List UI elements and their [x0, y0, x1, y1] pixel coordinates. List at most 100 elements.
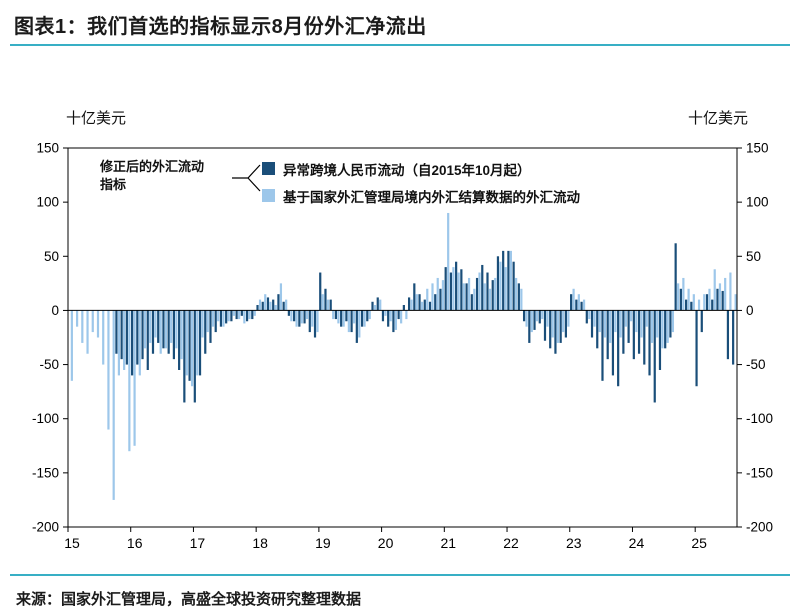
chart-legend: 异常跨境人民币流动（自2015年10月起） 基于国家外汇管理局境内外汇结算数据的… [262, 155, 580, 209]
bar-safe-settlement-flows-92 [551, 310, 554, 338]
bar-safe-settlement-flows-47 [316, 310, 319, 333]
bar-safe-settlement-flows-116 [677, 283, 680, 311]
bar-unusual-rmb-flows-51 [334, 310, 338, 320]
bar-safe-settlement-flows-112 [656, 310, 659, 338]
bar-unusual-rmb-flows-110 [643, 310, 646, 365]
bar-safe-settlement-flows-35 [253, 310, 256, 316]
bar-safe-settlement-flows-109 [640, 310, 643, 338]
bar-unusual-rmb-flows-118 [685, 299, 688, 311]
bar-safe-settlement-flows-11 [128, 310, 131, 452]
bar-unusual-rmb-flows-23 [188, 310, 191, 381]
bar-safe-settlement-flows-95 [567, 310, 570, 327]
bar-unusual-rmb-flows-53 [345, 310, 348, 322]
x-tick-label: 22 [503, 535, 519, 551]
bar-unusual-rmb-flows-17 [157, 310, 160, 343]
bar-safe-settlement-flows-29 [222, 310, 225, 327]
bar-unusual-rmb-flows-83 [502, 250, 505, 311]
bar-safe-settlement-flows-36 [258, 299, 262, 311]
bar-safe-settlement-flows-68 [426, 288, 429, 311]
bar-safe-settlement-flows-28 [217, 310, 220, 322]
legend-swatch-dark [262, 162, 275, 175]
bar-safe-settlement-flows-33 [243, 310, 246, 324]
bar-unusual-rmb-flows-58 [371, 301, 374, 311]
x-tick-label: 18 [252, 535, 268, 551]
bar-unusual-rmb-flows-125 [721, 290, 724, 311]
y-tick-label-right: 100 [746, 195, 769, 210]
x-tick-label: 19 [315, 535, 331, 551]
bar-unusual-rmb-flows-37 [261, 301, 264, 311]
bar-safe-settlement-flows-126 [729, 272, 732, 311]
bar-safe-settlement-flows-127 [734, 294, 737, 311]
bar-unusual-rmb-flows-9 [115, 310, 118, 354]
bar-safe-settlement-flows-118 [687, 288, 690, 311]
y-tick-label-left: -200 [32, 520, 59, 535]
bar-safe-settlement-flows-4 [91, 310, 94, 333]
bar-safe-settlement-flows-120 [697, 299, 701, 311]
bar-safe-settlement-flows-99 [588, 310, 591, 320]
bar-unusual-rmb-flows-107 [627, 310, 630, 343]
y-tick-label-right: -200 [746, 520, 773, 535]
bar-safe-settlement-flows-75 [462, 283, 465, 311]
bar-safe-settlement-flows-101 [598, 310, 601, 333]
bar-safe-settlement-flows-54 [353, 310, 356, 324]
bar-safe-settlement-flows-24 [196, 310, 199, 376]
bar-unusual-rmb-flows-111 [648, 310, 651, 376]
bar-unusual-rmb-flows-94 [559, 310, 562, 343]
bar-unusual-rmb-flows-114 [664, 310, 667, 349]
bar-safe-settlement-flows-46 [311, 310, 314, 327]
bar-unusual-rmb-flows-79 [481, 264, 484, 311]
bar-unusual-rmb-flows-87 [522, 310, 526, 322]
bar-unusual-rmb-flows-54 [350, 310, 353, 333]
x-tick-label: 24 [629, 535, 645, 551]
bar-unusual-rmb-flows-24 [193, 310, 196, 403]
bar-unusual-rmb-flows-105 [617, 310, 620, 387]
bar-safe-settlement-flows-69 [431, 283, 434, 311]
bar-unusual-rmb-flows-99 [585, 310, 588, 324]
legend-item-unusual-rmb-flows: 异常跨境人民币流动（自2015年10月起） [262, 155, 580, 182]
bar-unusual-rmb-flows-120 [695, 310, 698, 387]
bar-unusual-rmb-flows-27 [209, 310, 212, 343]
bar-safe-settlement-flows-105 [619, 310, 622, 338]
bar-unusual-rmb-flows-115 [669, 310, 672, 338]
bar-safe-settlement-flows-21 [180, 310, 183, 360]
bar-unusual-rmb-flows-81 [491, 280, 494, 311]
bar-safe-settlement-flows-17 [159, 310, 162, 354]
x-tick-label: 20 [378, 535, 394, 551]
bar-unusual-rmb-flows-26 [204, 310, 207, 354]
bar-unusual-rmb-flows-75 [460, 269, 463, 311]
bar-safe-settlement-flows-37 [264, 294, 267, 311]
y-tick-label-left: 150 [36, 141, 59, 156]
y-tick-label-right: -50 [746, 357, 766, 372]
bar-unusual-rmb-flows-16 [151, 310, 155, 354]
bar-safe-settlement-flows-16 [154, 310, 157, 338]
bar-unusual-rmb-flows-29 [219, 310, 223, 327]
bar-safe-settlement-flows-103 [609, 310, 612, 343]
bar-unusual-rmb-flows-42 [287, 310, 290, 316]
bar-safe-settlement-flows-106 [624, 310, 627, 327]
bar-unusual-rmb-flows-65 [407, 297, 411, 311]
bar-unusual-rmb-flows-13 [136, 310, 139, 365]
y-tick-label-right: -100 [746, 411, 773, 426]
x-tick-label: 23 [566, 535, 582, 551]
bar-safe-settlement-flows-6 [102, 310, 105, 365]
bar-safe-settlement-flows-108 [635, 310, 638, 333]
bar-unusual-rmb-flows-127 [732, 310, 735, 365]
bar-unusual-rmb-flows-86 [517, 283, 520, 311]
bar-safe-settlement-flows-83 [504, 267, 507, 311]
bar-safe-settlement-flows-9 [117, 310, 120, 376]
bar-safe-settlement-flows-23 [190, 310, 194, 387]
bar-unusual-rmb-flows-72 [444, 267, 447, 311]
bar-unusual-rmb-flows-93 [554, 310, 557, 354]
bar-unusual-rmb-flows-10 [120, 310, 123, 360]
bar-unusual-rmb-flows-28 [214, 310, 217, 333]
bottom-divider-rule [10, 574, 790, 576]
bar-safe-settlement-flows-40 [279, 283, 283, 311]
bar-safe-settlement-flows-121 [703, 294, 706, 311]
bar-safe-settlement-flows-58 [373, 305, 377, 311]
bar-unusual-rmb-flows-41 [282, 301, 285, 311]
bar-safe-settlement-flows-94 [562, 310, 565, 333]
bar-unusual-rmb-flows-30 [225, 310, 228, 324]
bar-safe-settlement-flows-70 [436, 277, 439, 311]
bar-safe-settlement-flows-34 [248, 310, 251, 320]
bar-safe-settlement-flows-45 [305, 310, 309, 320]
